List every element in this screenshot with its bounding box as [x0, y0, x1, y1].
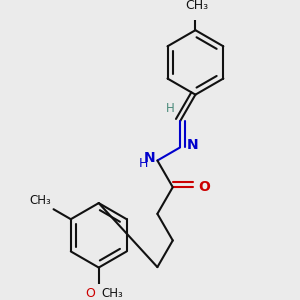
- Text: N: N: [143, 151, 155, 165]
- Text: CH₃: CH₃: [185, 0, 208, 12]
- Text: O: O: [198, 180, 210, 194]
- Text: O: O: [85, 287, 95, 300]
- Text: CH₃: CH₃: [101, 287, 123, 300]
- Text: H: H: [139, 157, 148, 170]
- Text: CH₃: CH₃: [29, 194, 51, 207]
- Text: H: H: [165, 102, 174, 115]
- Text: N: N: [187, 138, 198, 152]
